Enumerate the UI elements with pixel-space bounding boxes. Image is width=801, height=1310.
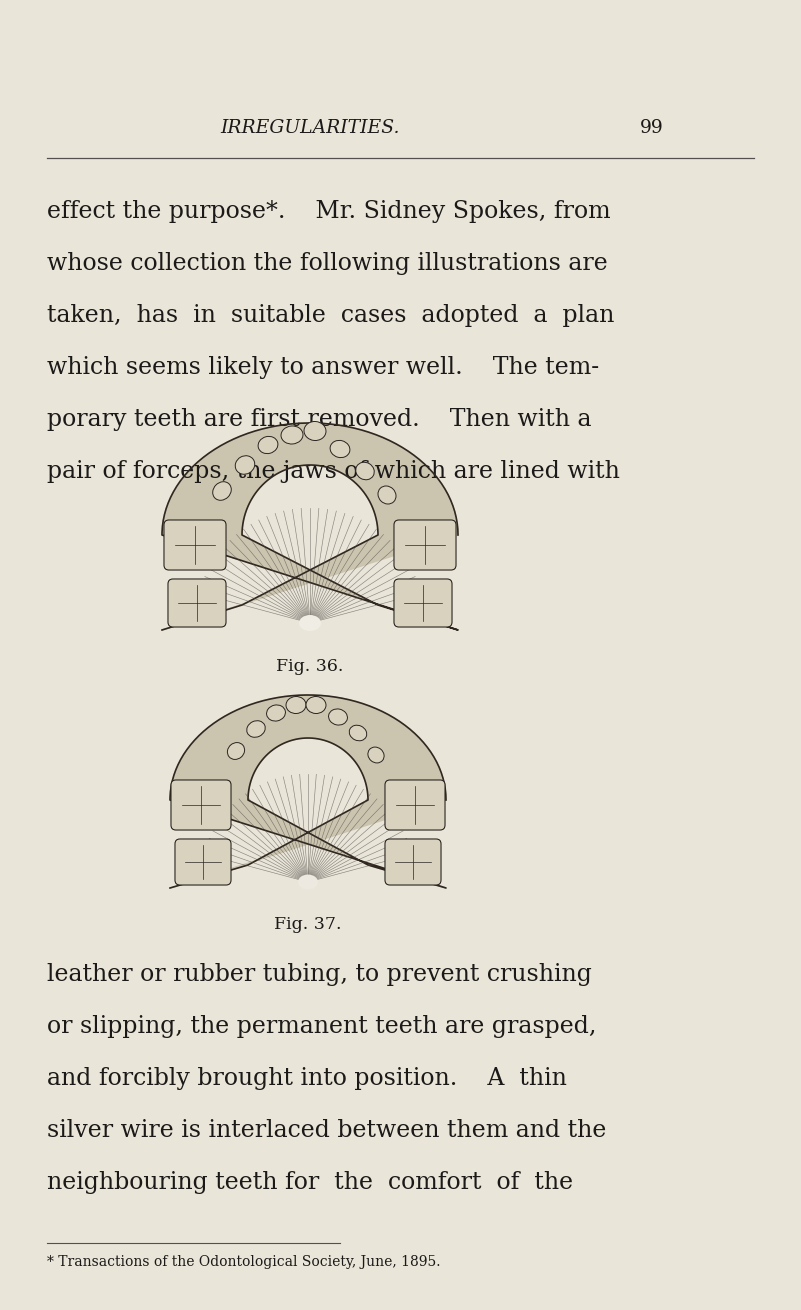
Ellipse shape [267,705,285,721]
FancyBboxPatch shape [164,520,226,570]
Ellipse shape [281,426,303,444]
Ellipse shape [235,456,255,474]
Text: leather or rubber tubing, to prevent crushing: leather or rubber tubing, to prevent cru… [47,963,592,986]
Text: IRREGULARITIES.: IRREGULARITIES. [220,119,400,138]
Polygon shape [170,696,446,888]
Text: which seems likely to answer well.    The tem-: which seems likely to answer well. The t… [47,356,599,379]
Ellipse shape [368,747,384,762]
Text: Fig. 36.: Fig. 36. [276,658,344,675]
FancyBboxPatch shape [394,520,456,570]
Text: silver wire is interlaced between them and the: silver wire is interlaced between them a… [47,1119,606,1142]
FancyBboxPatch shape [394,579,452,627]
Text: * Transactions of the Odontological Society, June, 1895.: * Transactions of the Odontological Soci… [47,1255,441,1269]
Text: pair of forceps, the jaws of which are lined with: pair of forceps, the jaws of which are l… [47,460,620,483]
Text: or slipping, the permanent teeth are grasped,: or slipping, the permanent teeth are gra… [47,1015,597,1038]
Ellipse shape [299,614,321,631]
Ellipse shape [306,697,326,714]
Ellipse shape [286,697,306,714]
Ellipse shape [328,709,348,724]
FancyBboxPatch shape [168,579,226,627]
Ellipse shape [258,436,278,453]
FancyBboxPatch shape [385,779,445,831]
Ellipse shape [330,440,350,457]
Text: porary teeth are first removed.    Then with a: porary teeth are first removed. Then wit… [47,407,591,431]
Text: whose collection the following illustrations are: whose collection the following illustrat… [47,252,608,275]
Ellipse shape [378,486,396,504]
Ellipse shape [298,875,318,889]
Ellipse shape [247,721,265,738]
FancyBboxPatch shape [171,779,231,831]
Ellipse shape [227,743,244,760]
Ellipse shape [356,462,374,479]
Text: 99: 99 [640,119,664,138]
Text: neighbouring teeth for  the  comfort  of  the: neighbouring teeth for the comfort of th… [47,1171,574,1193]
Ellipse shape [213,482,231,500]
Ellipse shape [304,422,326,440]
Text: effect the purpose*.    Mr. Sidney Spokes, from: effect the purpose*. Mr. Sidney Spokes, … [47,200,610,223]
FancyBboxPatch shape [175,838,231,886]
Text: and forcibly brought into position.    A  thin: and forcibly brought into position. A th… [47,1068,567,1090]
Text: Fig. 37.: Fig. 37. [274,916,342,933]
Ellipse shape [349,726,367,740]
Polygon shape [162,423,458,630]
FancyBboxPatch shape [385,838,441,886]
Text: taken,  has  in  suitable  cases  adopted  a  plan: taken, has in suitable cases adopted a p… [47,304,614,328]
